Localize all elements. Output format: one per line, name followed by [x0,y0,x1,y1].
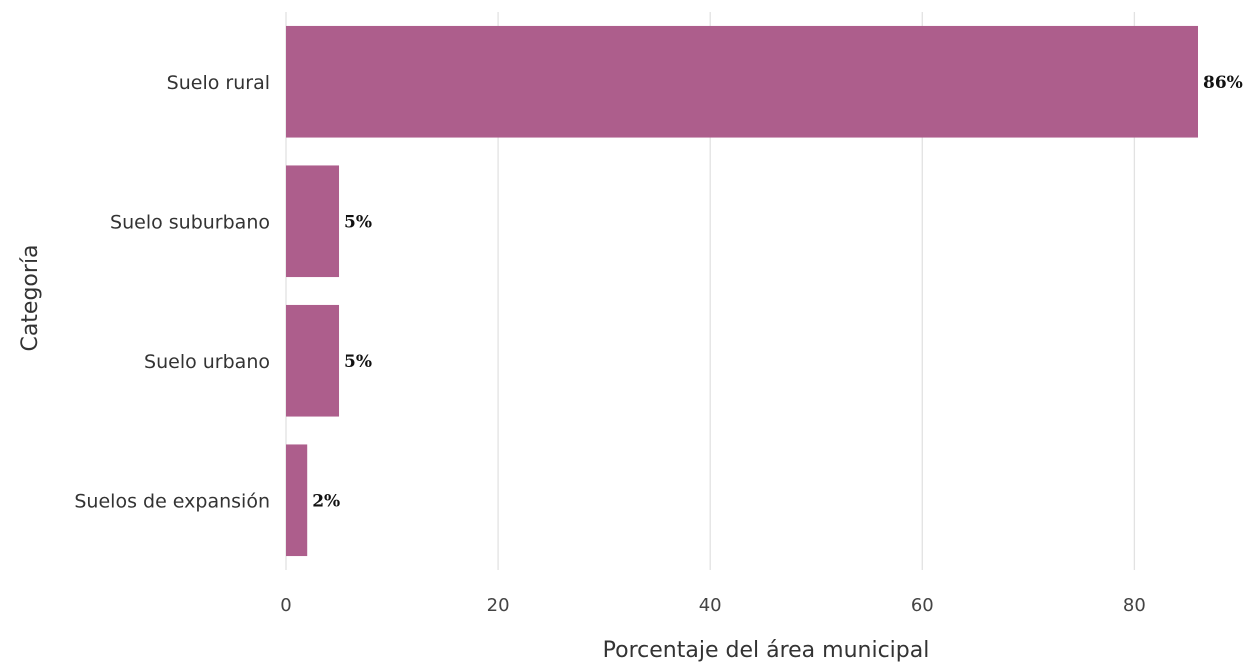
x-tick-label: 80 [1123,595,1146,616]
x-tick-label: 40 [699,595,722,616]
x-axis-title: Porcentaje del área municipal [603,638,930,663]
data-label: 5% [344,352,372,372]
x-tick-labels: 0 20 40 60 80 [280,595,1146,616]
category-label: Suelo rural [167,72,270,94]
bar [286,165,340,278]
category-label: Suelo suburbano [110,211,270,233]
y-axis-title: Categoría [18,244,43,351]
data-label: 86% [1203,73,1243,93]
category-labels: Suelo rural Suelo suburbano Suelo urbano Su… [74,72,270,513]
bar [286,25,1198,138]
bars [286,25,1198,557]
category-label: Suelos de expansión [74,490,270,512]
bar [286,444,308,557]
bar [286,304,340,417]
x-tick-label: 60 [911,595,934,616]
x-tick-label: 20 [487,595,510,616]
category-label: Suelo urbano [144,351,270,373]
data-label: 2% [312,491,340,511]
data-labels: 86% 5% 5% 2% [312,73,1243,512]
x-tick-label: 0 [280,595,291,616]
data-label: 5% [344,212,372,232]
